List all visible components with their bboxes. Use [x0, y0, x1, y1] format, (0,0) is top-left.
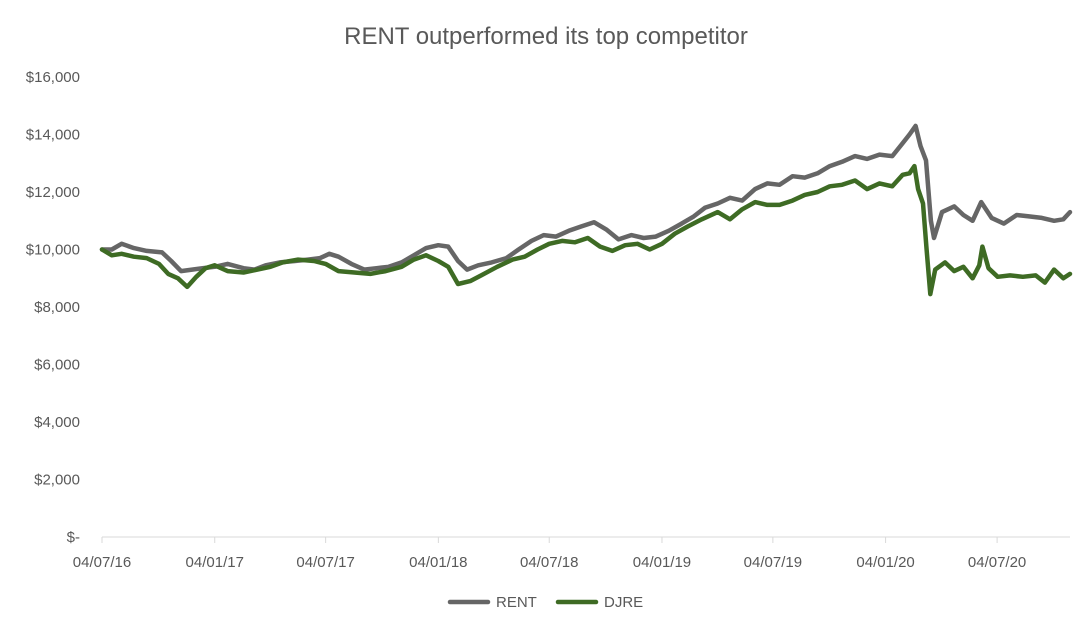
- x-tick-label: 04/01/20: [856, 554, 914, 571]
- y-tick-label: $14,000: [26, 127, 80, 144]
- x-axis: 04/07/16 04/01/17 04/07/17 04/01/18 04/07/18…: [73, 536, 1070, 571]
- x-tick-label: 04/07/18: [520, 554, 578, 571]
- x-tick-label: 04/07/19: [744, 554, 802, 571]
- legend-label-rent: RENT: [496, 594, 537, 611]
- x-tick-label: 04/07/16: [73, 554, 131, 571]
- chart-title: RENT outperformed its top competitor: [344, 23, 748, 50]
- x-tick-label: 04/07/20: [968, 554, 1026, 571]
- x-tick-label: 04/07/17: [296, 554, 354, 571]
- series-line-rent: [99, 123, 1073, 274]
- x-tick-label: 04/01/19: [633, 554, 691, 571]
- y-tick-label: $16,000: [26, 69, 80, 86]
- y-tick-label: $10,000: [26, 242, 80, 259]
- y-tick-label: $12,000: [26, 184, 80, 201]
- y-tick-label: $2,000: [34, 472, 80, 489]
- x-tick-label: 04/01/17: [186, 554, 244, 571]
- y-tick-label: $-: [67, 529, 80, 546]
- x-tick-label: 04/01/18: [409, 554, 467, 571]
- series-line-djre: [99, 163, 1073, 297]
- y-tick-label: $8,000: [34, 299, 80, 316]
- y-tick-label: $4,000: [34, 414, 80, 431]
- y-axis: $- $2,000 $4,000 $6,000 $8,000 $10,000 $12,000…: [26, 69, 80, 546]
- legend-label-djre: DJRE: [604, 594, 643, 611]
- y-tick-label: $6,000: [34, 357, 80, 374]
- series-layer: [99, 123, 1073, 297]
- legend: RENT DJRE: [447, 594, 643, 611]
